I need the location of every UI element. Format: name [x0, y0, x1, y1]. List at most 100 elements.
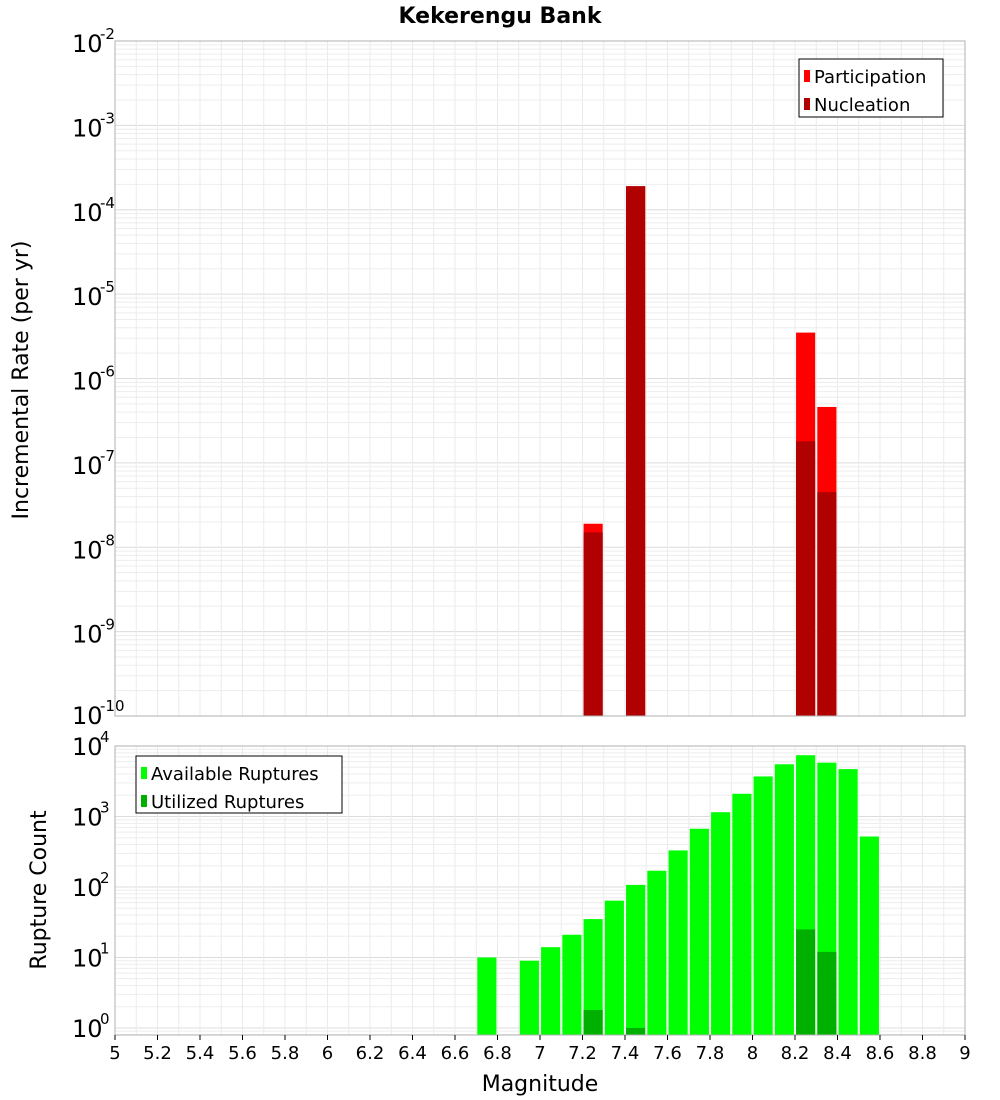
bar-nucleation — [626, 186, 646, 716]
bar-available-ruptures — [711, 812, 731, 1035]
legend-swatch — [141, 795, 147, 807]
x-tick-label: 7.2 — [568, 1043, 597, 1064]
y-tick-label: 10-5 — [72, 278, 115, 311]
y-tick-exponent: 0 — [100, 1010, 110, 1028]
legend-box — [135, 755, 343, 814]
bar-available-ruptures — [859, 836, 879, 1035]
rate-legend: Participation Nucleation — [798, 58, 944, 118]
y-tick-exponent: -2 — [100, 25, 115, 43]
y-tick-exponent: -3 — [100, 109, 115, 127]
x-tick-label: 5 — [109, 1043, 120, 1064]
y-tick-label: 10-3 — [72, 109, 115, 142]
x-tick-label: 8.6 — [866, 1043, 895, 1064]
bar-utilized-ruptures — [583, 1009, 603, 1035]
x-tick-label: 6 — [322, 1043, 333, 1064]
y-tick-base: 10 — [72, 30, 103, 58]
x-tick-label: 8.4 — [823, 1043, 852, 1064]
x-tick-label: 9 — [959, 1043, 970, 1064]
y-tick-base: 10 — [72, 874, 103, 902]
x-tick-label: 6.4 — [398, 1043, 427, 1064]
rate-y-axis-label: Incremental Rate (per yr) — [9, 241, 34, 520]
y-tick-base: 10 — [72, 199, 103, 227]
y-tick-exponent: -4 — [100, 194, 115, 212]
y-tick-exponent: 3 — [100, 798, 110, 816]
y-tick-exponent: -8 — [100, 531, 115, 549]
legend-entry: Utilized Ruptures — [151, 792, 304, 813]
x-tick-label: 6.8 — [483, 1043, 512, 1064]
y-tick-base: 10 — [72, 621, 103, 649]
bar-available-ruptures — [774, 764, 794, 1035]
y-tick-base: 10 — [72, 368, 103, 396]
bar-available-ruptures — [477, 957, 497, 1035]
y-tick-base: 10 — [72, 114, 103, 142]
y-tick-base: 10 — [72, 702, 103, 730]
bar-available-ruptures — [689, 828, 709, 1035]
x-tick-label: 5.8 — [271, 1043, 300, 1064]
y-tick-label: 102 — [72, 869, 110, 902]
y-tick-label: 10-8 — [72, 531, 115, 564]
count-legend: Available Ruptures Utilized Ruptures — [135, 755, 343, 814]
x-tick-label: 7.4 — [611, 1043, 640, 1064]
count-plot-bars — [477, 755, 879, 1035]
x-tick-label: 5.4 — [186, 1043, 215, 1064]
x-tick-label: 8.8 — [908, 1043, 937, 1064]
rate-plot-bars — [583, 186, 837, 716]
bar-utilized-ruptures — [626, 1027, 646, 1035]
bar-available-ruptures — [732, 793, 752, 1035]
y-tick-label: 10-7 — [72, 447, 115, 480]
bar-nucleation — [817, 492, 837, 716]
legend-swatch — [804, 70, 810, 82]
y-tick-base: 10 — [72, 803, 103, 831]
y-tick-exponent: -6 — [100, 363, 115, 381]
y-tick-base: 10 — [72, 536, 103, 564]
bar-available-ruptures — [626, 884, 646, 1035]
bar-available-ruptures — [647, 870, 667, 1035]
bar-available-ruptures — [604, 900, 624, 1035]
y-tick-label: 10-2 — [72, 25, 115, 58]
count-y-axis-label: Rupture Count — [27, 810, 52, 970]
bar-utilized-ruptures — [796, 929, 816, 1035]
legend-entry: Participation — [814, 67, 926, 88]
bar-available-ruptures — [519, 960, 539, 1035]
x-tick-label: 7 — [534, 1043, 545, 1064]
magnitude-x-ticks: 5 5.2 5.4 5.6 5.8 6 6.2 6.4 6.6 6.8 7 7.2 7.4 7.6 7.8 8… — [109, 1035, 971, 1064]
legend-entry: Nucleation — [814, 95, 910, 116]
x-tick-label: 6.2 — [356, 1043, 385, 1064]
y-tick-label: 10-6 — [72, 363, 115, 396]
bar-available-ruptures — [583, 919, 603, 1035]
y-tick-label: 10-4 — [72, 194, 115, 227]
y-tick-label: 10-10 — [72, 697, 125, 730]
y-tick-base: 10 — [72, 283, 103, 311]
bar-available-ruptures — [753, 776, 773, 1035]
y-tick-exponent: -9 — [100, 616, 115, 634]
legend-swatch — [141, 767, 147, 779]
x-tick-label: 7.8 — [696, 1043, 725, 1064]
y-tick-base: 10 — [72, 733, 103, 761]
y-tick-label: 104 — [72, 728, 110, 761]
rate-plot-grid — [114, 41, 966, 717]
y-tick-label: 10-9 — [72, 616, 115, 649]
y-tick-base: 10 — [72, 1015, 103, 1043]
x-tick-label: 5.6 — [228, 1043, 257, 1064]
rate-plot-frame — [114, 40, 966, 717]
y-tick-base: 10 — [72, 944, 103, 972]
y-tick-exponent: 4 — [100, 728, 110, 746]
bar-nucleation — [583, 532, 603, 716]
x-tick-label: 7.6 — [653, 1043, 682, 1064]
legend-entry: Available Ruptures — [151, 764, 319, 785]
legend-box — [798, 58, 944, 118]
x-tick-label: 5.2 — [143, 1043, 172, 1064]
x-tick-label: 6.6 — [441, 1043, 470, 1064]
bar-available-ruptures — [562, 934, 582, 1035]
y-tick-base: 10 — [72, 452, 103, 480]
y-tick-label: 101 — [72, 939, 110, 972]
y-tick-exponent: -10 — [100, 697, 125, 715]
bar-available-ruptures — [838, 769, 858, 1035]
x-tick-label: 8 — [747, 1043, 758, 1064]
bar-nucleation — [796, 441, 816, 716]
